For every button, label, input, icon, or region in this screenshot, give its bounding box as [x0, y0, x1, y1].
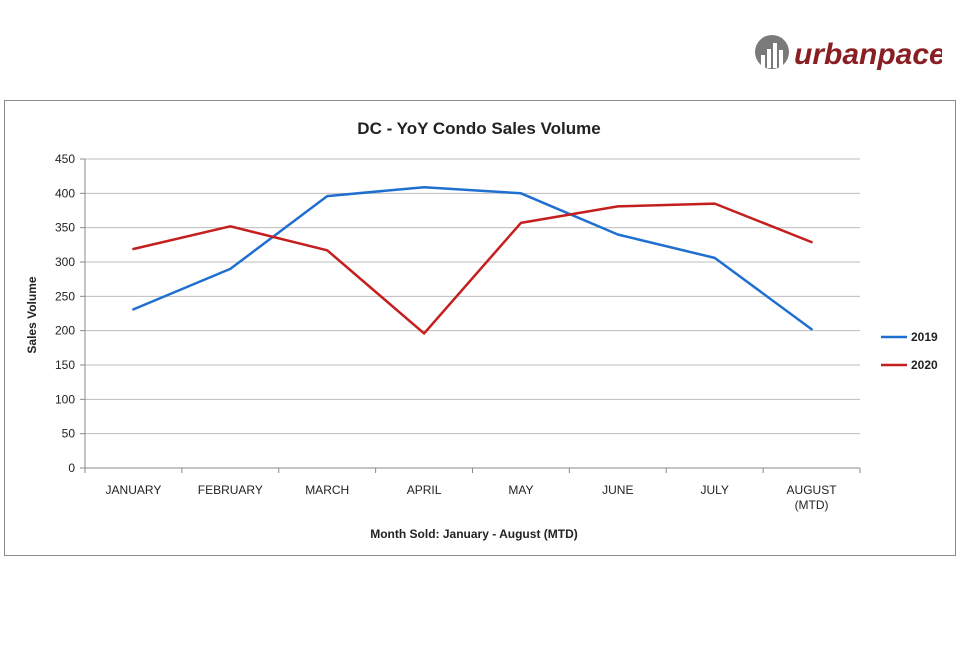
y-tick-label: 450 [55, 152, 75, 166]
x-tick-label: AUGUST (MTD) [787, 483, 838, 512]
y-tick-label: 400 [55, 186, 75, 200]
y-tick-label: 100 [55, 392, 75, 406]
legend-label-2020: 2020 [911, 358, 938, 372]
logo-text: urbanpace [794, 38, 942, 71]
y-tick-label: 0 [68, 461, 75, 475]
x-tick-label: JANUARY [106, 483, 162, 497]
chart-title: DC - YoY Condo Sales Volume [357, 119, 600, 138]
x-tick-label: JUNE [602, 483, 633, 497]
x-tick-labels: JANUARY FEBRUARY MARCH APRIL MAY JUNE JULY AUGU… [106, 483, 838, 512]
y-tick-label: 50 [62, 427, 76, 441]
logo-mark-icon [755, 35, 789, 69]
urbanpace-logo: urbanpace [752, 30, 946, 80]
x-tick-label: FEBRUARY [198, 483, 263, 497]
x-tick-label: JULY [700, 483, 728, 497]
x-tick-label: MAY [508, 483, 533, 497]
x-axis-label: Month Sold: January - August (MTD) [370, 527, 578, 541]
logo-svg: urbanpace [755, 35, 946, 71]
series-lines [132, 185, 813, 335]
y-tick-label: 300 [55, 255, 75, 269]
chart-svg: DC - YoY Condo Sales Volume Sales Volume… [25, 119, 938, 541]
y-tick-labels: 0 50 100 150 200 250 300 350 400 450 [55, 152, 75, 475]
grid-lines [80, 158, 861, 473]
y-tick-label: 200 [55, 324, 75, 338]
chart-frame: DC - YoY Condo Sales Volume Sales Volume… [4, 100, 956, 556]
legend-label-2019: 2019 [911, 330, 938, 344]
series-line-2020 [132, 202, 813, 335]
legend: 2019 2020 [881, 330, 938, 372]
y-tick-label: 150 [55, 358, 75, 372]
x-tick-label: MARCH [305, 483, 349, 497]
series-line-2019 [132, 185, 813, 331]
y-tick-label: 350 [55, 221, 75, 235]
y-tick-label: 250 [55, 289, 75, 303]
x-tick-label: APRIL [407, 483, 442, 497]
y-axis-label: Sales Volume [25, 276, 39, 353]
